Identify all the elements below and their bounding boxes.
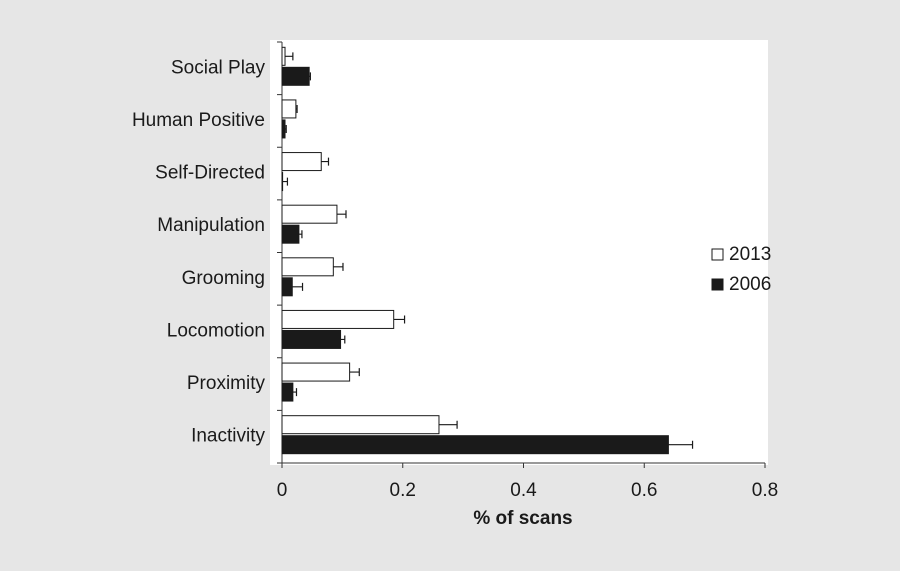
error-bar [292,282,304,291]
error-bar [292,388,298,397]
y-tick-label: Proximity [187,373,266,394]
error-bar [282,177,289,186]
bar [281,309,395,329]
bar [281,329,342,349]
bar [281,204,338,224]
y-tick-label: Locomotion [167,320,265,341]
x-tick-label: 0.8 [752,480,778,501]
legend-swatch [711,278,724,291]
x-tick-label: 0 [277,480,288,501]
legend-swatch [711,248,724,261]
error-bar [333,262,344,271]
error-bar [349,368,360,377]
bar [281,66,310,86]
error-bar [298,230,303,239]
error-bar [438,420,458,429]
error-bar [336,210,347,219]
bar [281,46,286,66]
bar [281,152,322,172]
bar [281,257,334,277]
legend-label: 2013 [729,244,771,265]
plot-area [270,40,768,465]
y-tick-label: Manipulation [157,215,265,236]
y-tick-label: Human Positive [132,110,265,131]
bar [281,172,284,192]
error-bar [393,315,406,324]
x-tick-label: 0.6 [631,480,657,501]
error-bar [295,104,298,113]
bar [281,362,351,382]
bar [281,415,440,435]
error-bar [668,440,694,449]
legend-label: 2006 [729,274,771,295]
bar [281,119,286,139]
y-tick-label: Self-Directed [155,163,265,184]
y-tick-label: Inactivity [191,426,265,447]
bar [281,382,294,402]
x-tick-label: 0.4 [510,480,537,501]
error-bar [285,52,294,61]
error-bar [285,124,287,133]
bar [281,277,293,297]
bar [281,435,669,455]
error-bar [309,72,311,81]
error-bar [321,157,330,166]
y-tick-label: Social Play [171,57,265,78]
y-tick-label: Grooming [182,268,265,289]
x-axis-title: % of scans [473,508,572,529]
error-bar [340,335,346,344]
bar [281,224,300,244]
x-tick-label: 0.2 [390,480,416,501]
bar [281,99,297,119]
